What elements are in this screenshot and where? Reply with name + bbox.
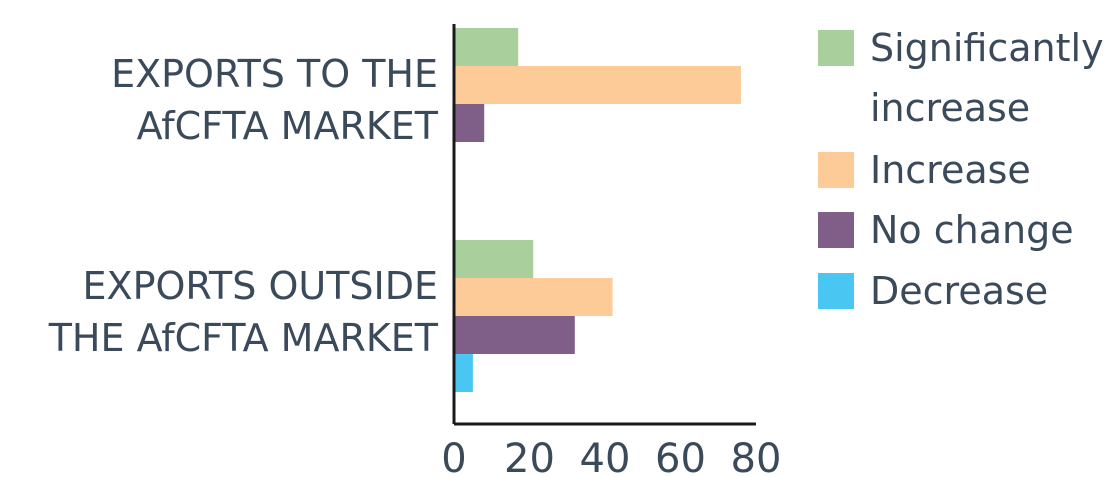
legend-label: increase <box>870 86 1030 130</box>
x-tick-label: 60 <box>655 436 706 477</box>
bar-no-change-1 <box>454 316 575 354</box>
legend-label: Decrease <box>870 269 1048 313</box>
bar-decrease-1 <box>454 354 473 392</box>
x-tick-label: 80 <box>731 436 782 477</box>
x-tick-label: 20 <box>504 436 555 477</box>
bar-significantly-increase-1 <box>454 240 534 278</box>
category-label: EXPORTS TO THE <box>111 52 438 96</box>
category-label: AfCFTA MARKET <box>137 104 439 148</box>
bar-significantly-increase-0 <box>454 28 519 66</box>
legend-swatch <box>818 30 854 66</box>
bar-no-change-0 <box>454 104 485 142</box>
legend-label: Increase <box>870 148 1031 192</box>
legend-swatch <box>818 152 854 188</box>
legend-swatch <box>818 273 854 309</box>
legend-label: No change <box>870 208 1074 252</box>
x-tick-label: 0 <box>441 436 466 477</box>
bar-increase-1 <box>454 278 613 316</box>
legend-swatch <box>818 212 854 248</box>
category-label: THE AfCFTA MARKET <box>48 316 439 360</box>
legend-label: Significantly <box>870 26 1104 70</box>
x-tick-label: 40 <box>580 436 631 477</box>
bar-increase-0 <box>454 66 741 104</box>
category-label: EXPORTS OUTSIDE <box>83 264 438 308</box>
